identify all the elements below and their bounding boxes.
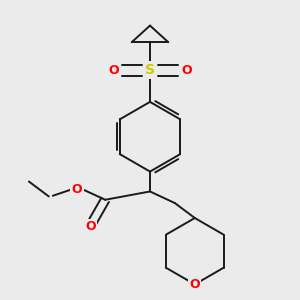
Text: O: O [108, 64, 119, 77]
Text: S: S [145, 63, 155, 77]
Text: O: O [181, 64, 192, 77]
Text: O: O [190, 278, 200, 291]
Text: O: O [72, 183, 82, 196]
Text: O: O [85, 220, 96, 233]
